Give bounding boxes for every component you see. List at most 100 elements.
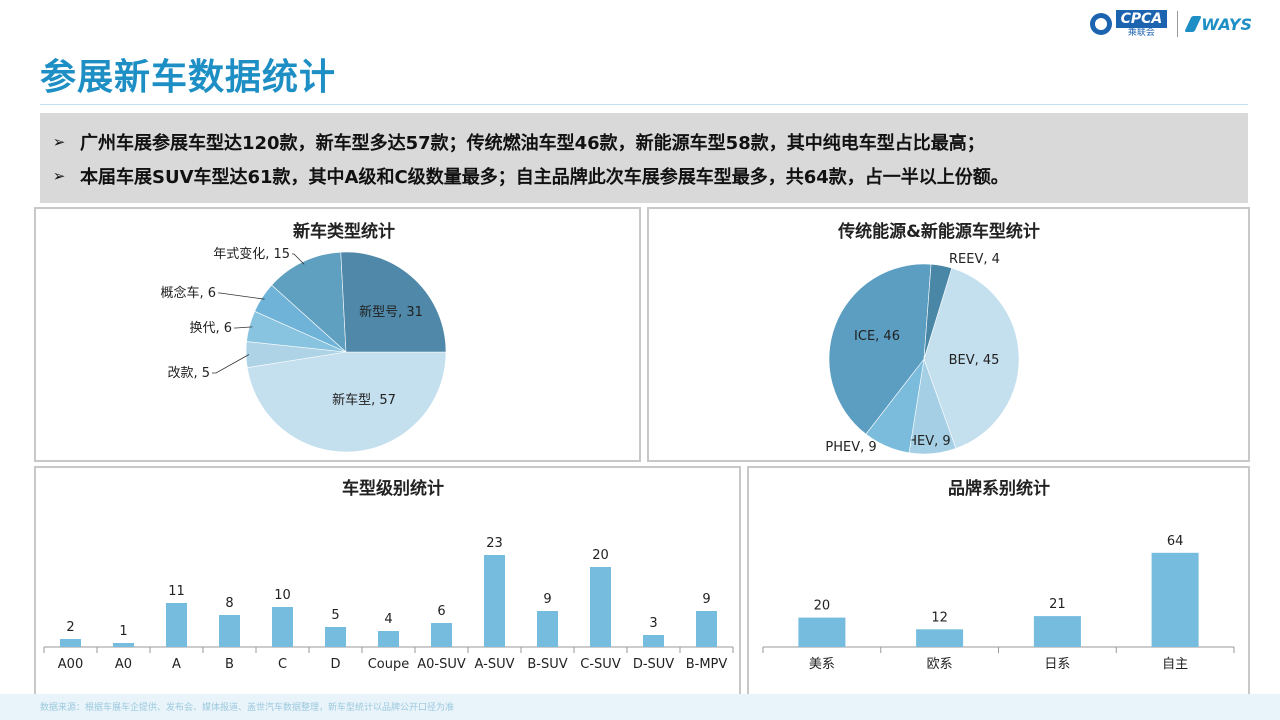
pie-leader-line-年式变化 [292, 253, 305, 265]
bar-coupe [378, 631, 399, 647]
page-title: 参展新车数据统计 [40, 57, 337, 98]
pie-label-概念车: 概念车, 6 [160, 285, 216, 301]
pie-label-bev: BEV, 45 [949, 353, 1000, 368]
pie-label-reev: REEV, 4 [949, 252, 1000, 267]
bar-value-label-coupe: 4 [384, 612, 392, 627]
bar-c-suv [590, 567, 611, 647]
bar-value-label-美系: 20 [814, 599, 831, 614]
bar-value-label-a0: 1 [119, 624, 127, 639]
ways-logo-text: WAYS [1201, 14, 1252, 34]
bar-b-suv [537, 611, 558, 647]
x-tick-label-a: A [172, 657, 181, 672]
arrow-bullet-icon: ➢ [52, 133, 66, 151]
bar-value-label-b-mpv: 9 [702, 592, 710, 607]
x-tick-label-a0-suv: A0-SUV [417, 657, 466, 672]
bar-value-label-d: 5 [331, 608, 339, 623]
bar-a0-suv [431, 623, 452, 647]
pie-slice-新型号 [340, 251, 447, 353]
new-car-type-panel: 新车类型统计新车型, 57 改款, 5 换代, 6 概念车, 6 年式变化, 15 新型号… [34, 207, 641, 462]
summary-bullet-text: 本届车展SUV车型达61款，其中A级和C级数量最多；自主品牌此次车展参展车型最多… [80, 167, 1009, 188]
summary-box: ➢ 广州车展参展车型达120款，新车型多达57款；传统燃油车型46款，新能源车型… [40, 113, 1248, 203]
summary-bullet: ➢ 本届车展SUV车型达61款，其中A级和C级数量最多；自主品牌此次车展参展车型… [40, 159, 1248, 193]
energy-type-pie-chart: 传统能源&新能源车型统计 BEV, 45 HEV, 9 PHEV, 9 ICE, 46 R… [825, 221, 1040, 455]
bar-c [272, 607, 293, 647]
x-tick-label-coupe: Coupe [368, 657, 410, 672]
ways-mark-icon [1184, 16, 1202, 32]
bar-自主 [1151, 552, 1199, 647]
x-tick-label-d-suv: D-SUV [633, 657, 674, 672]
bar-value-label-c: 10 [274, 588, 291, 603]
x-tick-label-欧系: 欧系 [927, 657, 953, 672]
chart-title: 新车类型统计 [293, 221, 395, 242]
bar-value-label-b-suv: 9 [543, 592, 551, 607]
chart-title: 车型级别统计 [342, 478, 444, 499]
bar-value-label-b: 8 [225, 596, 233, 611]
pie-slice-新车型 [246, 351, 447, 453]
pie-leader-line-换代 [234, 326, 253, 329]
vehicle-class-panel: 车型级别统计 2 A00 1 A0 11 A 8 B 10 C 5 D 4 Coupe 6 A0-SUV 23 A-… [34, 466, 741, 697]
chart-title: 品牌系别统计 [948, 478, 1050, 499]
arrow-bullet-icon: ➢ [52, 167, 66, 185]
bar-a-suv [484, 555, 505, 647]
pie-slice-年式变化 [271, 251, 347, 353]
logo-divider [1177, 11, 1179, 37]
x-tick-label-b: B [225, 657, 234, 672]
pie-label-改款: 改款, 5 [167, 366, 210, 381]
bar-value-label-a00: 2 [66, 620, 74, 635]
pie-label-phev: PHEV, 9 [825, 440, 876, 455]
cpca-logo-subtext: 乘联会 [1127, 28, 1155, 38]
bar-d-suv [643, 635, 664, 647]
bar-a00 [60, 639, 81, 647]
footer-bar [0, 694, 1280, 720]
vehicle-class-bar-chart: 车型级别统计 2 A00 1 A0 11 A 8 B 10 C 5 D 4 Coupe 6 A0-SUV 23 A-… [43, 478, 734, 672]
bar-value-label-a-suv: 23 [486, 536, 503, 551]
bar-日系 [1033, 616, 1081, 647]
x-tick-label-美系: 美系 [809, 657, 835, 672]
x-tick-label-a-suv: A-SUV [475, 657, 515, 672]
pie-label-年式变化: 年式变化, 15 [213, 246, 290, 262]
header-logos: CPCA 乘联会 WAYS [1089, 8, 1252, 40]
bar-value-label-自主: 64 [1167, 534, 1184, 549]
bar-d [325, 627, 346, 647]
pie-slice-bev [923, 267, 1020, 449]
cpca-logo: CPCA 乘联会 [1089, 10, 1168, 38]
x-tick-label-a00: A00 [58, 657, 83, 672]
bar-b-mpv [696, 611, 717, 647]
x-tick-label-c-suv: C-SUV [580, 657, 621, 672]
x-tick-label-日系: 日系 [1044, 657, 1070, 672]
x-tick-label-a0: A0 [115, 657, 132, 672]
bar-美系 [798, 617, 846, 647]
bar-a0 [113, 643, 134, 647]
chart-title: 传统能源&新能源车型统计 [837, 221, 1040, 242]
cpca-logo-text: CPCA [1115, 10, 1168, 28]
bar-a [166, 603, 187, 647]
energy-type-panel: 传统能源&新能源车型统计 BEV, 45 HEV, 9 PHEV, 9 ICE, 46 R… [647, 207, 1250, 462]
x-tick-label-d: D [330, 657, 340, 672]
ways-logo: WAYS [1184, 14, 1252, 34]
pie-leader-line-概念车 [218, 292, 265, 300]
pie-label-新车型: 新车型, 57 [332, 392, 396, 408]
pie-label-hev: HEV, 9 [907, 434, 950, 449]
bar-欧系 [916, 629, 964, 647]
pie-slice-ice [828, 263, 932, 435]
bar-value-label-a0-suv: 6 [437, 604, 445, 619]
brand-origin-panel: 品牌系别统计 20 美系 12 欧系 21 日系 64 自主 [747, 466, 1250, 697]
x-tick-label-b-mpv: B-MPV [686, 657, 728, 672]
pie-leader-line-改款 [212, 354, 250, 374]
summary-bullet: ➢ 广州车展参展车型达120款，新车型多达57款；传统燃油车型46款，新能源车型… [40, 125, 1248, 159]
x-tick-label-自主: 自主 [1162, 657, 1188, 672]
pie-label-新型号: 新型号, 31 [359, 304, 423, 320]
bar-value-label-欧系: 12 [931, 610, 948, 625]
x-tick-label-b-suv: B-SUV [527, 657, 567, 672]
pie-label-换代: 换代, 6 [189, 321, 232, 336]
brand-origin-bar-chart: 品牌系别统计 20 美系 12 欧系 21 日系 64 自主 [762, 478, 1235, 672]
cpca-emblem-icon [1089, 13, 1112, 35]
pie-slice-reev [923, 263, 953, 360]
pie-label-ice: ICE, 46 [854, 329, 900, 344]
title-divider [40, 104, 1248, 105]
bar-value-label-d-suv: 3 [649, 616, 657, 631]
x-tick-label-c: C [278, 657, 287, 672]
bar-b [219, 615, 240, 647]
bar-value-label-日系: 21 [1049, 597, 1066, 612]
